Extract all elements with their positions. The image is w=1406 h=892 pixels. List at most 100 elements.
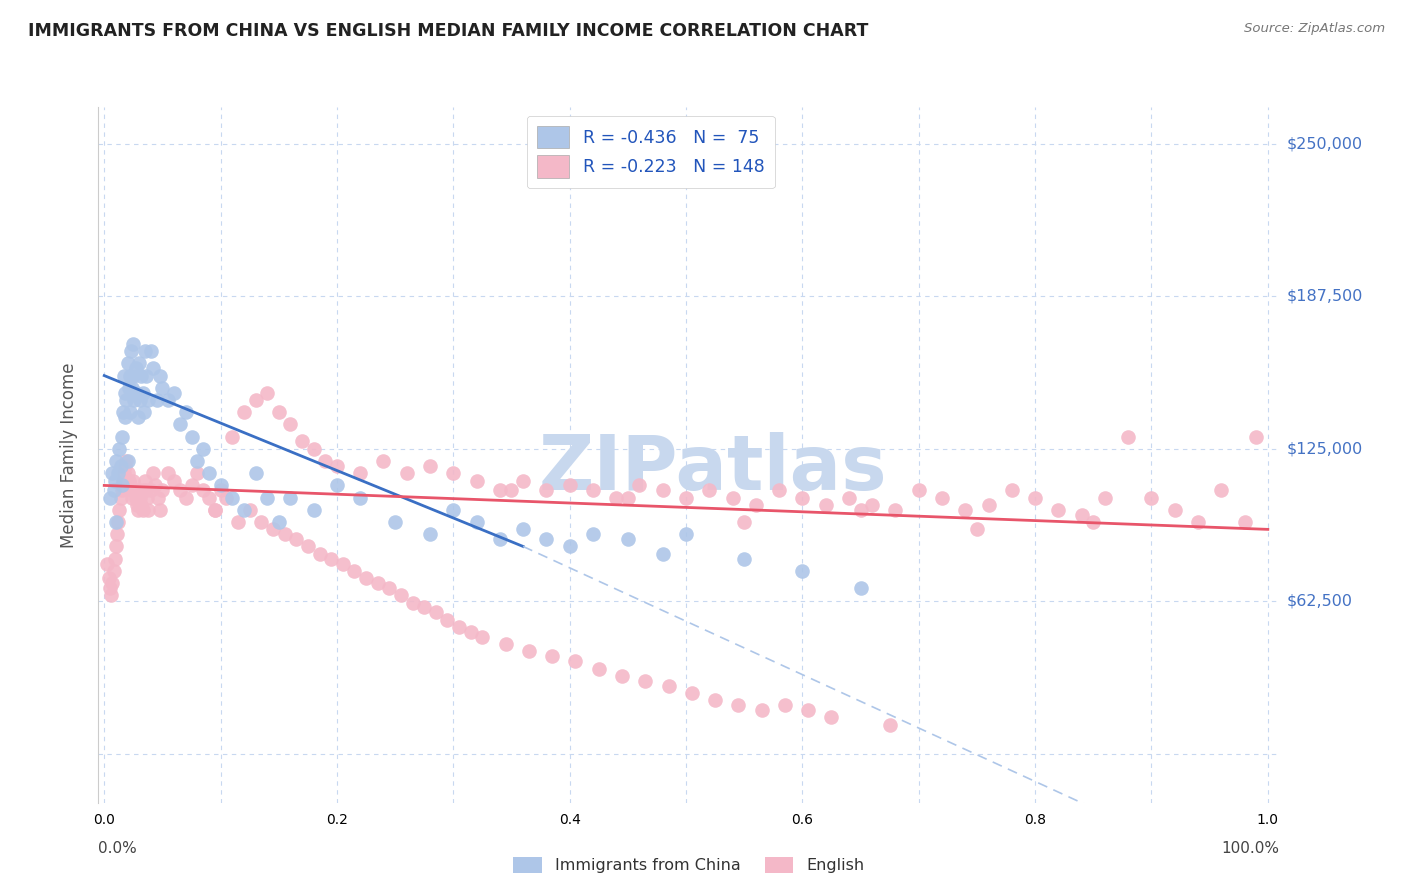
Point xyxy=(209,478,232,492)
Text: $187,500: $187,500 xyxy=(1286,289,1362,304)
Point xyxy=(117,467,139,481)
Point xyxy=(191,442,214,456)
Point xyxy=(955,503,977,517)
Point xyxy=(378,581,401,595)
Point xyxy=(135,368,157,383)
Point xyxy=(232,503,254,517)
Point xyxy=(139,344,162,359)
Point xyxy=(157,392,180,407)
Point xyxy=(104,474,127,488)
Point xyxy=(465,515,488,529)
Point xyxy=(332,557,354,571)
Point xyxy=(460,624,482,639)
Point xyxy=(198,467,221,481)
Point xyxy=(149,503,172,517)
Point xyxy=(198,491,221,505)
Point xyxy=(118,474,141,488)
Point xyxy=(838,491,860,505)
Point xyxy=(733,551,755,566)
Point xyxy=(860,498,883,512)
Point xyxy=(302,442,325,456)
Point xyxy=(135,483,157,498)
Legend: R = -0.436   N =  75, R = -0.223   N = 148: R = -0.436 N = 75, R = -0.223 N = 148 xyxy=(527,116,775,188)
Point xyxy=(256,491,278,505)
Point xyxy=(118,478,141,492)
Point xyxy=(704,693,727,707)
Point xyxy=(297,540,319,554)
Point xyxy=(773,698,796,713)
Point xyxy=(127,503,149,517)
Point xyxy=(111,429,134,443)
Point xyxy=(658,679,681,693)
Point xyxy=(582,527,605,541)
Point xyxy=(149,368,172,383)
Point xyxy=(651,483,673,498)
Point xyxy=(256,385,278,400)
Point xyxy=(721,491,744,505)
Point xyxy=(101,576,124,591)
Y-axis label: Median Family Income: Median Family Income xyxy=(59,362,77,548)
Point xyxy=(186,467,208,481)
Point xyxy=(146,491,169,505)
Point xyxy=(118,381,141,395)
Point xyxy=(354,571,377,585)
Point xyxy=(449,620,471,634)
Point xyxy=(471,630,494,644)
Text: ZIPatlas: ZIPatlas xyxy=(538,432,887,506)
Point xyxy=(120,344,142,359)
Point xyxy=(751,703,773,717)
Point xyxy=(122,336,145,351)
Point xyxy=(129,491,152,505)
Point xyxy=(384,515,406,529)
Point xyxy=(931,491,953,505)
Text: $250,000: $250,000 xyxy=(1286,136,1362,151)
Point xyxy=(121,381,143,395)
Point xyxy=(820,710,842,724)
Point xyxy=(326,458,349,473)
Point xyxy=(132,483,155,498)
Point xyxy=(697,483,720,498)
Point xyxy=(152,483,174,498)
Point xyxy=(343,564,366,578)
Point xyxy=(634,673,657,688)
Point xyxy=(419,458,441,473)
Point xyxy=(395,467,418,481)
Point xyxy=(110,458,132,473)
Point xyxy=(104,551,127,566)
Point xyxy=(373,454,395,468)
Point xyxy=(512,474,534,488)
Point xyxy=(1164,503,1187,517)
Point xyxy=(501,483,523,498)
Point xyxy=(186,454,208,468)
Point xyxy=(250,515,273,529)
Point xyxy=(104,540,127,554)
Point xyxy=(204,503,226,517)
Point xyxy=(118,368,141,383)
Point xyxy=(226,515,249,529)
Point xyxy=(117,454,139,468)
Point xyxy=(114,458,136,473)
Point xyxy=(101,467,124,481)
Point xyxy=(541,649,564,664)
Point xyxy=(512,522,534,536)
Point xyxy=(134,474,156,488)
Point xyxy=(157,467,180,481)
Point xyxy=(564,654,586,668)
Point xyxy=(651,547,673,561)
Point xyxy=(675,491,697,505)
Point xyxy=(558,540,581,554)
Point xyxy=(1116,429,1139,443)
Point xyxy=(1233,515,1256,529)
Point xyxy=(221,491,243,505)
Point xyxy=(349,491,371,505)
Point xyxy=(792,564,814,578)
Point xyxy=(1094,491,1116,505)
Point xyxy=(138,392,160,407)
Point xyxy=(413,600,436,615)
Point xyxy=(797,703,820,717)
Point xyxy=(1083,515,1105,529)
Point xyxy=(103,483,125,498)
Point xyxy=(122,474,145,488)
Point xyxy=(273,527,295,541)
Point xyxy=(367,576,389,591)
